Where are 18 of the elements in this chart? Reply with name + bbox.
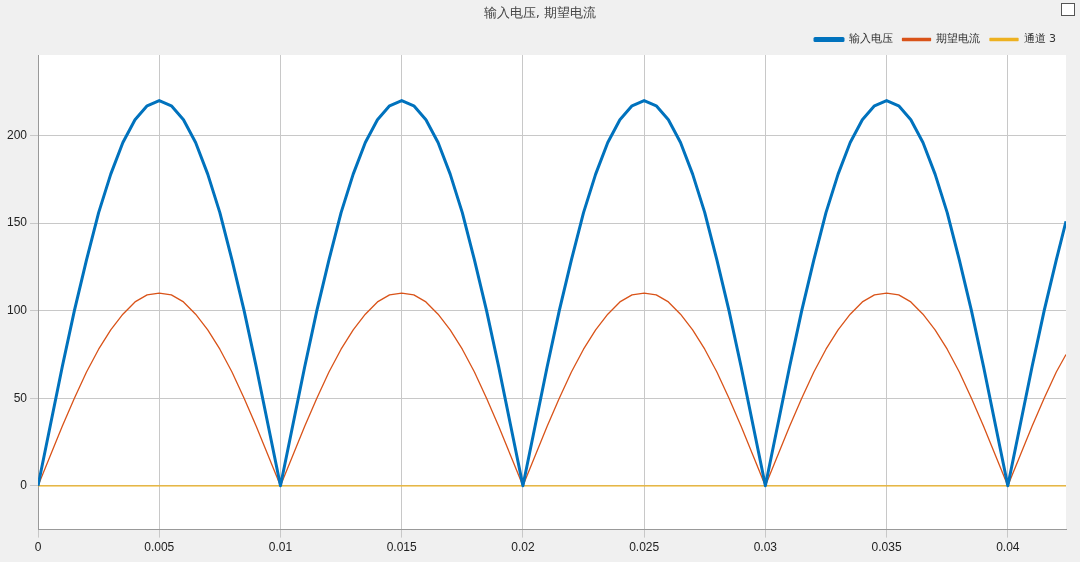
x-tick-label: 0	[34, 540, 42, 555]
x-tick-label: 0.03	[753, 540, 778, 555]
x-tick-label: 0.025	[629, 540, 660, 555]
x-tick-label: 0.035	[871, 540, 902, 555]
chart-title: 输入电压, 期望电流	[482, 4, 598, 22]
legend-label: 输入电压	[848, 32, 893, 46]
x-tick-label: 0.005	[144, 540, 175, 555]
x-tick-label: 0.04	[996, 540, 1020, 555]
y-tick-label: 200	[6, 127, 28, 142]
y-tick-label: 0	[20, 478, 28, 493]
x-tick-label: 0.02	[511, 540, 535, 555]
legend-label: 通道 3	[1023, 32, 1056, 46]
legend-label: 期望电流	[936, 32, 980, 46]
y-tick-label: 150	[6, 215, 28, 230]
x-tick-label: 0.015	[386, 540, 418, 555]
y-tick-label: 50	[13, 390, 28, 405]
x-tick-label: 0.01	[268, 540, 293, 555]
y-tick-label: 100	[6, 303, 28, 317]
